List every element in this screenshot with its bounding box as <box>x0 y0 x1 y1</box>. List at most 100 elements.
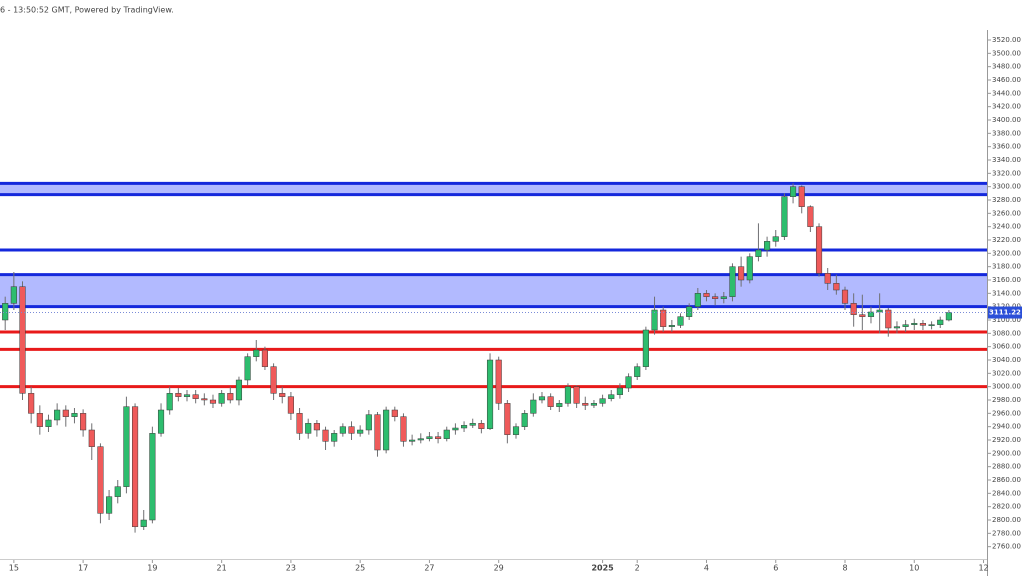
candle-body <box>374 414 381 451</box>
y-tick-label: 2860.00 <box>992 476 1021 484</box>
candle-body <box>781 196 788 237</box>
candle-body <box>19 286 26 394</box>
candle-body <box>36 413 43 427</box>
candle-body <box>660 309 667 327</box>
y-tick-label: 3100.00 <box>992 316 1021 324</box>
candle-body <box>755 249 762 257</box>
x-tick-label: 21 <box>217 564 227 573</box>
y-tick-label: 2960.00 <box>992 409 1021 417</box>
candle-body <box>495 359 502 404</box>
y-tick-label: 2820.00 <box>992 503 1021 511</box>
candle-body <box>28 393 35 414</box>
candle-body <box>313 423 320 431</box>
y-tick-label: 3160.00 <box>992 276 1021 284</box>
candle-body <box>452 427 459 431</box>
candle-body <box>365 414 372 431</box>
candle-body <box>738 266 745 281</box>
y-tick-label: 3480.00 <box>992 63 1021 71</box>
y-tick-label: 3520.00 <box>992 36 1021 44</box>
plot-area <box>0 181 987 533</box>
candle-body <box>634 366 641 377</box>
x-tick-label: 23 <box>286 564 296 573</box>
candle-body <box>712 296 719 299</box>
candle-body <box>45 419 52 427</box>
candle-body <box>746 256 753 281</box>
x-tick-label: 10 <box>909 564 919 573</box>
x-tick-label: 29 <box>494 564 504 573</box>
candle-body <box>729 266 736 297</box>
candle-body <box>937 319 944 325</box>
candle-body <box>824 273 831 284</box>
y-tick-label: 2980.00 <box>992 396 1021 404</box>
x-tick-label: 6 <box>773 564 778 573</box>
candle-body <box>772 236 779 242</box>
y-tick-label: 2900.00 <box>992 449 1021 457</box>
y-tick-label: 3400.00 <box>992 116 1021 124</box>
y-tick-label: 3140.00 <box>992 289 1021 297</box>
candle-body <box>911 323 918 325</box>
candle-body <box>625 376 632 389</box>
candle-body <box>426 436 433 439</box>
y-tick-label: 3080.00 <box>992 329 1021 337</box>
candle-body <box>547 396 554 407</box>
candle-body <box>556 403 563 407</box>
candle-body <box>244 356 251 381</box>
y-tick-label: 3460.00 <box>992 76 1021 84</box>
y-tick-label: 3500.00 <box>992 49 1021 57</box>
candle-body <box>192 394 199 399</box>
candle-body <box>227 393 234 401</box>
y-tick-label: 3320.00 <box>992 169 1021 177</box>
candle-body <box>642 329 649 367</box>
candle-body <box>157 409 165 434</box>
candle-body <box>616 387 623 395</box>
x-tick-label: 12 <box>978 564 988 573</box>
candle-body <box>97 446 104 514</box>
candle-body <box>296 413 303 434</box>
candle-body <box>80 413 87 431</box>
candle-body <box>183 394 191 397</box>
candle-body <box>893 326 901 329</box>
candle-body <box>512 426 520 435</box>
candle-body <box>807 206 814 227</box>
candle-body <box>88 429 95 447</box>
x-tick-label: 19 <box>147 564 157 573</box>
candle-body <box>2 303 9 321</box>
y-tick-label: 3300.00 <box>992 183 1021 191</box>
candle-body <box>850 303 857 315</box>
x-tick-label: 25 <box>355 564 365 573</box>
y-tick-label: 2760.00 <box>992 543 1021 551</box>
candle-body <box>486 359 494 429</box>
candle-body <box>201 398 208 401</box>
candle-body <box>123 406 130 487</box>
candle-body <box>720 296 727 299</box>
candle-body <box>209 399 217 404</box>
candle-body <box>149 433 156 521</box>
candle-body <box>131 406 139 527</box>
candle-body <box>409 439 416 442</box>
candle-body <box>859 314 866 317</box>
price-label: 3111.22 <box>989 309 1021 317</box>
candle-body <box>10 286 17 304</box>
candle-body <box>253 349 260 357</box>
candle-body <box>322 429 329 442</box>
candle-body <box>331 433 338 442</box>
candle-body <box>305 423 312 434</box>
candle-body <box>902 324 909 327</box>
candle-body <box>175 393 182 397</box>
y-tick-label: 3220.00 <box>992 236 1021 244</box>
candle-body <box>460 425 468 429</box>
candle-body <box>686 306 693 317</box>
y-tick-label: 3040.00 <box>992 356 1021 364</box>
candle-body <box>400 416 407 442</box>
y-tick-label: 2780.00 <box>992 529 1021 537</box>
candle-body <box>235 379 243 401</box>
y-tick-label: 2880.00 <box>992 463 1021 471</box>
y-tick-label: 3380.00 <box>992 129 1021 137</box>
x-tick-label: 17 <box>78 564 88 573</box>
y-tick-label: 3060.00 <box>992 343 1021 351</box>
candle-body <box>54 409 61 421</box>
candle-body <box>798 186 805 207</box>
candle-body <box>677 316 684 326</box>
candle-body <box>435 436 442 439</box>
